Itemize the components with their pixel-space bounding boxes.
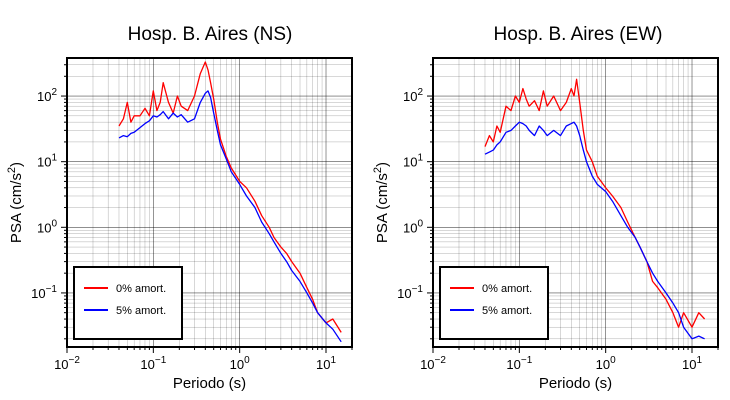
chart-panel-1: Hosp. B. Aires (NS) 10−2 10−1 100 101 10−1 100… (6, 24, 353, 392)
x-axis-label: Periodo (s) (539, 375, 612, 392)
y-axis-label: PSA (cm/s2) (6, 162, 25, 243)
x-tick-label: 100 (230, 355, 250, 372)
x-tick-label: 10−1 (140, 355, 166, 372)
series-line-damping-5 (118, 90, 342, 343)
y-tick-label: 100 (37, 218, 57, 235)
chart-panel-2: Hosp. B. Aires (EW) 10−2 10−1 100 101 10−1 100… (372, 24, 719, 392)
legend-box (73, 266, 183, 340)
series-line-damping-0 (118, 61, 342, 333)
chart-title: Hosp. B. Aires (EW) (494, 24, 663, 45)
x-tick-label: 101 (316, 355, 336, 372)
series-line-damping-0 (484, 78, 706, 328)
y-tick-label: 102 (37, 87, 57, 104)
y-tick-label: 101 (37, 153, 57, 170)
legend-label: 5% amort. (482, 305, 532, 317)
plot-frame (66, 57, 353, 348)
legend-box (439, 266, 549, 340)
y-tick-label: 10−1 (31, 284, 57, 301)
x-tick-label: 101 (682, 355, 702, 372)
x-tick-label: 100 (596, 355, 616, 372)
plot-frame (432, 57, 719, 348)
legend-label: 0% amort. (116, 283, 166, 295)
x-axis-label: Periodo (s) (173, 375, 246, 392)
y-axis-label: PSA (cm/s2) (372, 162, 391, 243)
x-tick-label: 10−2 (54, 355, 80, 372)
legend-label: 5% amort. (116, 305, 166, 317)
x-tick-label: 10−2 (420, 355, 446, 372)
y-tick-label: 100 (403, 218, 423, 235)
x-tick-label: 10−1 (506, 355, 532, 372)
y-tick-label: 102 (403, 87, 423, 104)
y-tick-label: 101 (403, 153, 423, 170)
legend: 0% amort. 5% amort. (73, 266, 183, 340)
series-line-damping-5 (484, 121, 705, 340)
legend: 0% amort. 5% amort. (439, 266, 549, 340)
chart-title: Hosp. B. Aires (NS) (128, 24, 293, 45)
legend-label: 0% amort. (482, 283, 532, 295)
grid (66, 58, 353, 347)
y-tick-label: 10−1 (397, 284, 423, 301)
